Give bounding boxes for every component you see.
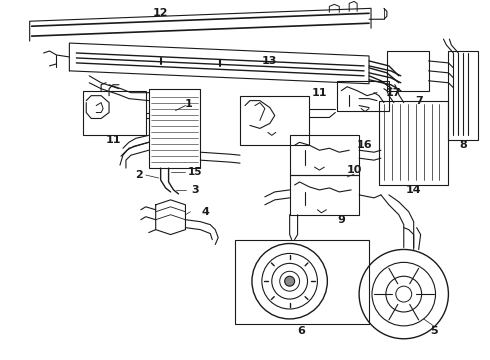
Text: 12: 12 bbox=[153, 8, 169, 18]
Circle shape bbox=[285, 276, 294, 286]
Text: 3: 3 bbox=[192, 185, 199, 195]
Bar bbox=[448, 51, 478, 140]
Bar bbox=[290, 135, 359, 175]
Text: 14: 14 bbox=[406, 185, 421, 195]
Bar bbox=[83, 91, 146, 135]
Text: 10: 10 bbox=[346, 165, 362, 175]
Text: 7: 7 bbox=[415, 96, 422, 105]
Bar bbox=[290, 175, 359, 215]
Text: 16: 16 bbox=[356, 140, 372, 150]
Bar bbox=[240, 96, 310, 145]
Text: 5: 5 bbox=[430, 326, 438, 336]
Text: 8: 8 bbox=[460, 140, 467, 150]
Text: 4: 4 bbox=[201, 207, 209, 217]
Bar bbox=[235, 239, 369, 324]
Text: 9: 9 bbox=[337, 215, 345, 225]
Text: 11: 11 bbox=[312, 88, 327, 98]
Text: 15: 15 bbox=[188, 167, 203, 177]
Text: 17: 17 bbox=[386, 88, 402, 98]
Text: 6: 6 bbox=[297, 326, 305, 336]
Text: 11: 11 bbox=[105, 135, 121, 145]
Bar bbox=[379, 100, 448, 185]
Text: 13: 13 bbox=[262, 56, 277, 66]
Bar bbox=[149, 89, 200, 168]
Text: 2: 2 bbox=[135, 170, 143, 180]
Bar bbox=[387, 51, 429, 91]
Text: 1: 1 bbox=[185, 99, 192, 109]
Bar bbox=[337, 81, 389, 111]
